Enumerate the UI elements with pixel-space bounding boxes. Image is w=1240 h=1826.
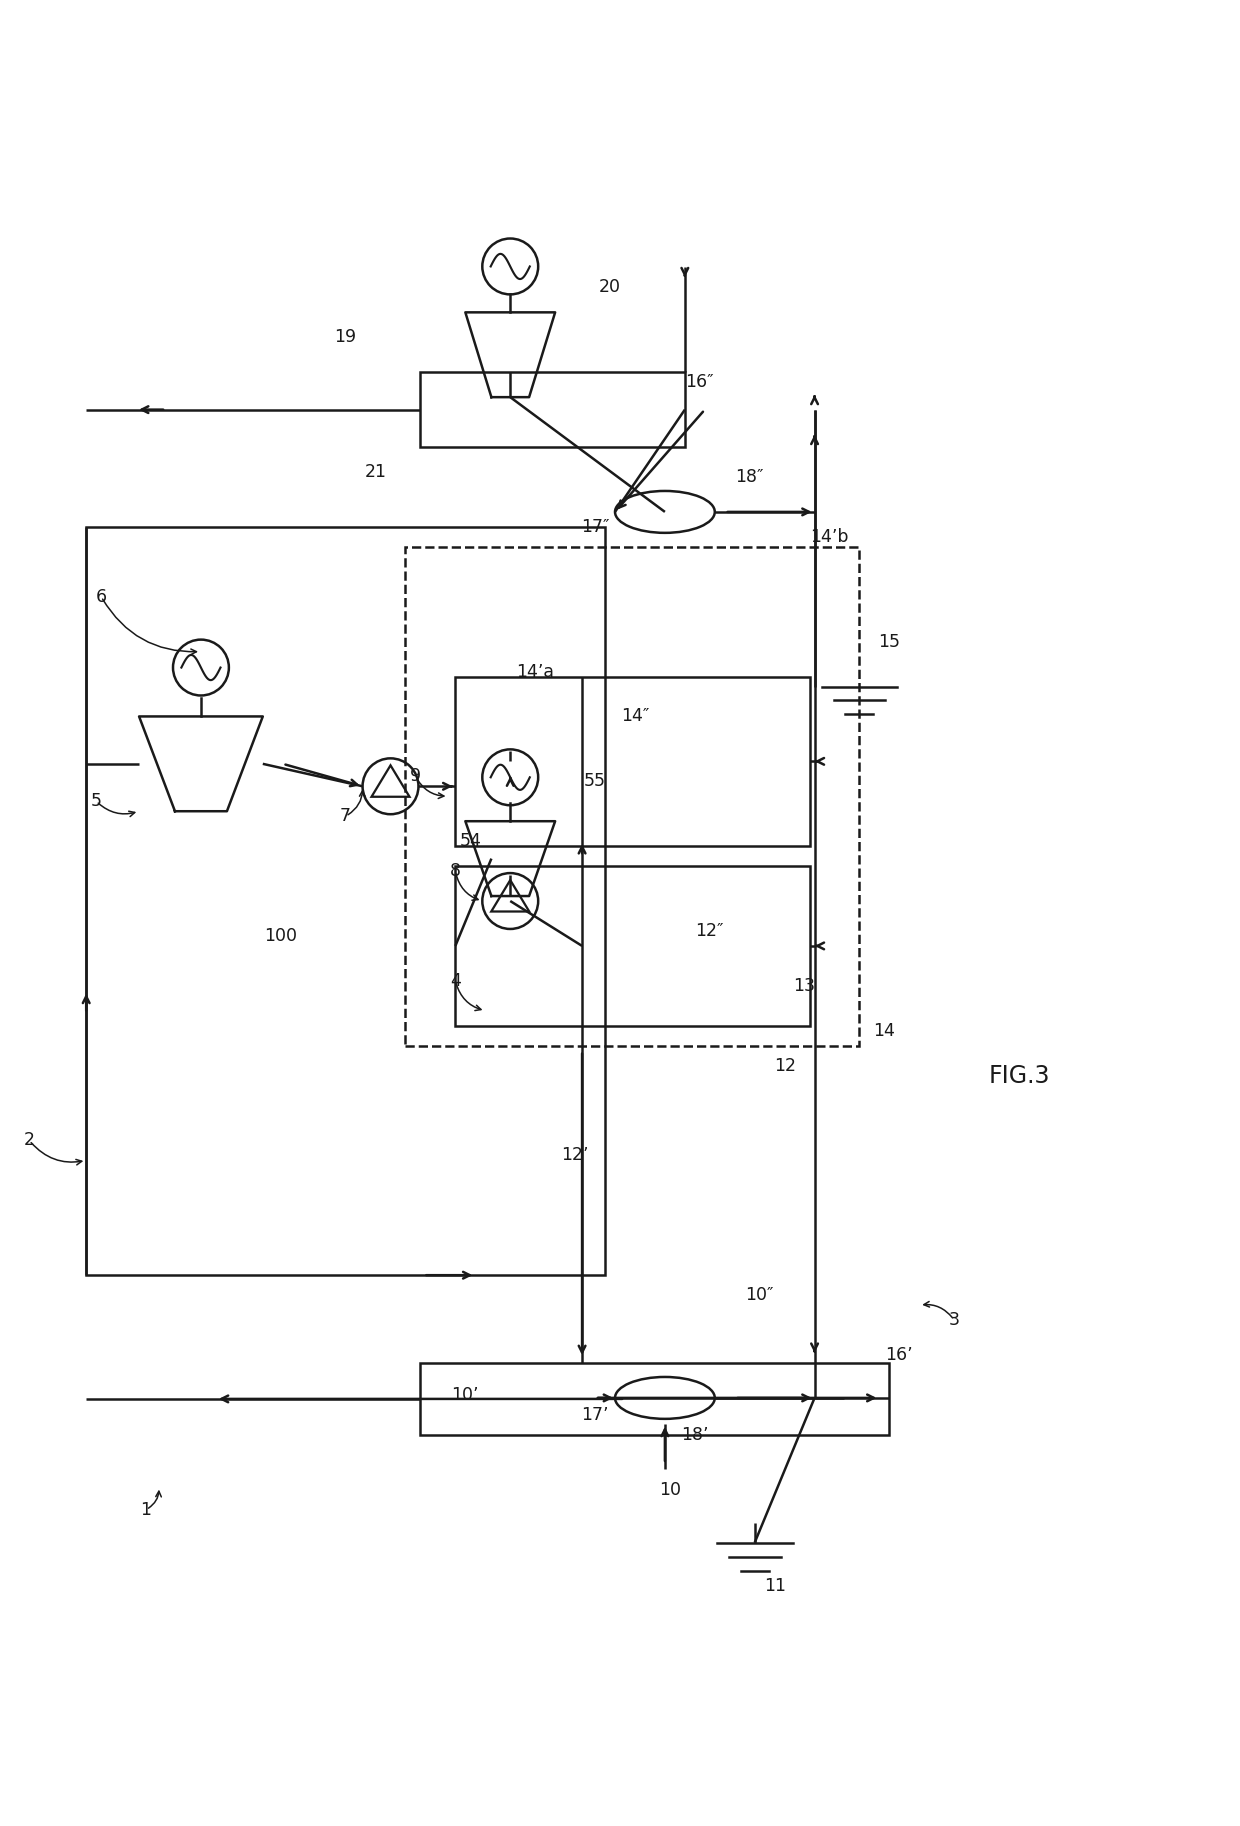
- Text: 21: 21: [365, 464, 387, 480]
- Text: 7: 7: [340, 807, 351, 825]
- Bar: [420, 373, 684, 447]
- Text: 1: 1: [140, 1501, 151, 1519]
- Text: 14’b: 14’b: [810, 528, 848, 546]
- Text: 54: 54: [459, 833, 481, 851]
- Text: 8: 8: [450, 862, 461, 880]
- Text: 12″: 12″: [696, 922, 724, 940]
- Text: 11: 11: [764, 1578, 786, 1596]
- Text: 18’: 18’: [681, 1426, 708, 1444]
- Text: 5: 5: [91, 792, 102, 811]
- Text: 100: 100: [264, 928, 298, 944]
- Text: 12’: 12’: [562, 1147, 589, 1165]
- Text: 17’: 17’: [582, 1406, 609, 1424]
- Text: 12: 12: [774, 1057, 796, 1076]
- Bar: [455, 866, 810, 1026]
- Text: 14″: 14″: [621, 707, 650, 725]
- Bar: [420, 1362, 889, 1435]
- Bar: [455, 676, 810, 845]
- Text: 14’a: 14’a: [516, 663, 554, 681]
- Text: 19: 19: [335, 329, 357, 347]
- Text: 13: 13: [794, 977, 816, 995]
- Text: 55: 55: [584, 772, 606, 791]
- Text: 18″: 18″: [735, 467, 764, 486]
- Text: FIG.3: FIG.3: [988, 1063, 1050, 1088]
- Bar: [87, 528, 605, 1275]
- Text: 17″: 17″: [580, 519, 609, 535]
- Text: 4: 4: [450, 971, 461, 990]
- Text: 14: 14: [873, 1023, 895, 1039]
- Text: 6: 6: [95, 588, 107, 606]
- Text: 9: 9: [410, 767, 422, 785]
- Text: 10’: 10’: [451, 1386, 479, 1404]
- Text: 10″: 10″: [745, 1286, 774, 1304]
- Text: 10: 10: [658, 1481, 681, 1499]
- Text: 2: 2: [24, 1132, 35, 1150]
- Text: 15: 15: [878, 632, 900, 650]
- Text: 16″: 16″: [686, 373, 714, 391]
- Text: 16’: 16’: [885, 1346, 913, 1364]
- Bar: [405, 546, 859, 1046]
- Text: 20: 20: [599, 278, 621, 296]
- Text: 3: 3: [949, 1311, 960, 1329]
